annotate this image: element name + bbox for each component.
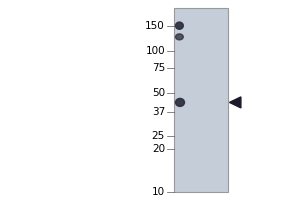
Text: 37: 37	[152, 107, 165, 117]
Ellipse shape	[176, 22, 183, 29]
Text: 100: 100	[146, 46, 165, 56]
Text: 50: 50	[152, 88, 165, 98]
Text: 75: 75	[152, 63, 165, 73]
Ellipse shape	[176, 98, 184, 106]
Bar	[174, 8, 228, 192]
Text: 150: 150	[145, 21, 165, 31]
Text: 10: 10	[152, 187, 165, 197]
Ellipse shape	[176, 34, 183, 40]
Text: 25: 25	[152, 131, 165, 141]
Text: 20: 20	[152, 144, 165, 154]
Polygon shape	[230, 97, 241, 108]
